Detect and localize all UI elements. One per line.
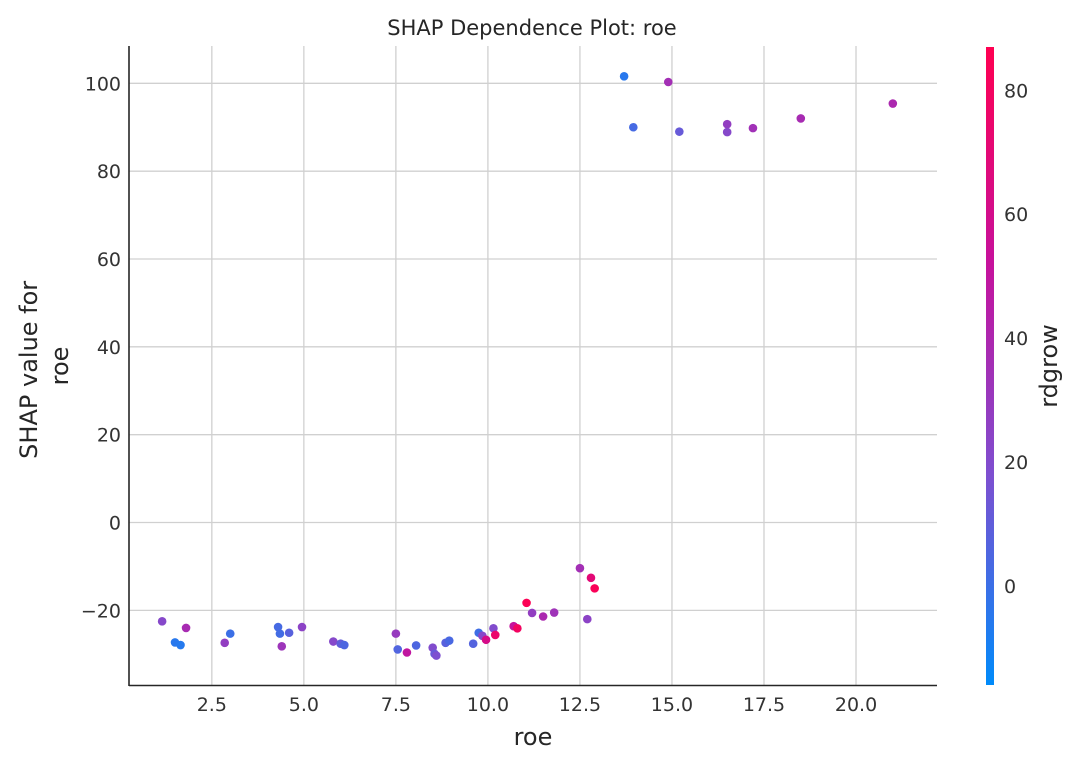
y-tick-label: −20 (81, 600, 121, 622)
colorbar (986, 47, 994, 685)
y-axis-label-line-1: SHAP value for (15, 281, 43, 459)
x-tick-label: 10.0 (467, 694, 509, 716)
data-point (489, 624, 498, 633)
data-point (748, 123, 758, 133)
data-point (796, 114, 806, 123)
y-tick-label: 100 (85, 73, 121, 95)
data-point (277, 642, 287, 651)
data-point (575, 563, 585, 573)
x-tick-label: 17.5 (743, 694, 785, 716)
data-point (619, 72, 629, 81)
y-tick-label: 20 (97, 425, 121, 447)
colorbar-tick-label: 0 (1004, 576, 1016, 598)
y-tick-label: 0 (109, 513, 121, 535)
data-point (411, 641, 421, 650)
y-tick-labels: −20 0 20 40 60 80 100 (81, 73, 121, 622)
data-point (513, 624, 522, 633)
data-point (181, 623, 191, 633)
data-point (663, 77, 673, 87)
colorbar-tick-label: 40 (1004, 328, 1028, 350)
data-point (225, 629, 235, 638)
data-point (582, 614, 592, 624)
data-point (538, 612, 548, 621)
x-tick-labels: 2.5 5.0 7.5 10.0 12.5 15.0 17.5 20.0 (197, 694, 877, 716)
data-point (888, 99, 898, 108)
x-tick-label: 20.0 (835, 694, 877, 716)
x-tick-label: 7.5 (381, 694, 411, 716)
data-point (297, 622, 307, 632)
y-axis-label: SHAP value for roe (15, 273, 74, 459)
x-tick-label: 15.0 (651, 694, 693, 716)
data-point (522, 598, 531, 608)
grid-lines (129, 46, 937, 685)
x-axis-label: roe (514, 723, 553, 751)
data-point (393, 645, 403, 654)
x-tick-label: 12.5 (559, 694, 601, 716)
data-point (722, 127, 732, 137)
colorbar-tick-label: 20 (1004, 452, 1028, 474)
x-tick-label: 2.5 (197, 694, 227, 716)
y-tick-label: 40 (97, 337, 121, 359)
colorbar-tick-labels: 0 20 40 60 80 (1004, 80, 1028, 598)
data-point (273, 622, 283, 632)
data-point (284, 628, 294, 638)
data-point (432, 651, 441, 660)
data-point (490, 630, 500, 640)
data-point (722, 119, 732, 129)
x-tick-label: 5.0 (289, 694, 319, 716)
data-point (675, 127, 684, 136)
data-point (481, 635, 491, 645)
data-point (176, 640, 185, 650)
data-point (586, 573, 596, 583)
data-point (527, 608, 537, 618)
data-point (590, 584, 599, 593)
data-point (275, 629, 285, 638)
data-point (468, 639, 478, 649)
y-tick-label: 80 (97, 161, 121, 183)
data-point (340, 640, 349, 650)
data-points (157, 72, 898, 660)
data-point (402, 648, 412, 657)
data-point (444, 636, 454, 645)
data-point (329, 637, 338, 646)
colorbar-tick-label: 60 (1004, 204, 1028, 226)
y-tick-label: 60 (97, 249, 121, 271)
data-point (549, 608, 559, 617)
colorbar-label: rdgrow (1035, 324, 1063, 408)
y-axis-label-line-2: roe (46, 347, 74, 386)
data-point (391, 629, 401, 638)
colorbar-tick-label: 80 (1004, 80, 1028, 102)
data-point (629, 122, 638, 132)
data-point (157, 617, 167, 626)
data-point (220, 638, 230, 648)
chart-title: SHAP Dependence Plot: roe (387, 16, 676, 40)
